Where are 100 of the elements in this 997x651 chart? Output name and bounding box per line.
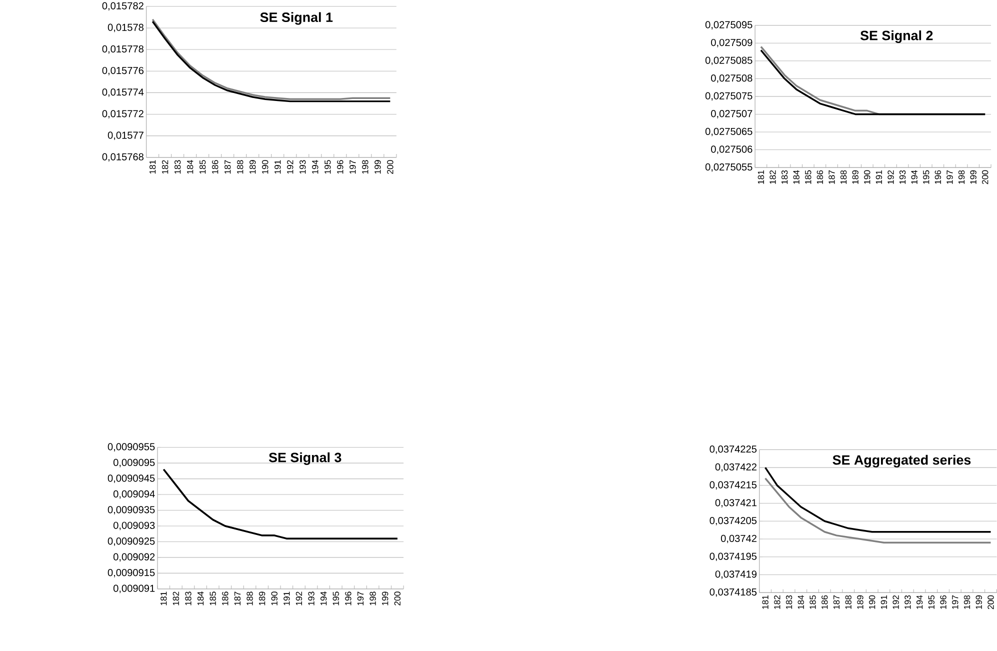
x-tick-label: 191	[284, 592, 290, 606]
y-tick-label: 0,01578	[108, 24, 144, 32]
x-tick-label: 190	[262, 160, 268, 174]
x-tick-label: 198	[958, 170, 965, 184]
x-tick-label: 198	[370, 592, 376, 606]
y-tick-label: 0,0374215	[710, 481, 757, 490]
x-tick-label: 195	[923, 170, 930, 184]
x-tick-label: 196	[934, 170, 942, 184]
y-tick-label: 0,01577	[108, 132, 144, 140]
x-tick-label: 183	[174, 160, 181, 174]
y-tick-label: 0,037422	[715, 463, 756, 472]
x-tick-label: 192	[296, 592, 302, 606]
y-tick-label: 0,009093	[113, 522, 155, 530]
y-tick-label: 0,027507	[711, 110, 752, 118]
y-tick-label: 0,015776	[102, 66, 144, 76]
x-tick-label: 181	[758, 170, 764, 184]
x-tick-label: 198	[362, 160, 368, 174]
x-tick-label: 192	[287, 160, 294, 174]
y-tick-label: 0,0090945	[108, 474, 155, 483]
y-tick-label: 0,0275085	[705, 56, 752, 65]
x-tick-label: 183	[781, 170, 788, 184]
x-tick-label: 186	[816, 170, 824, 184]
x-tick-label: 189	[250, 160, 256, 174]
x-tick-label: 191	[880, 595, 888, 609]
x-tick-label: 188	[845, 595, 852, 609]
x-tick-label: 194	[312, 160, 318, 174]
y-tick-label: 0,0275065	[705, 128, 752, 136]
x-tick-label: 196	[337, 160, 344, 174]
x-tick-label: 197	[350, 160, 356, 174]
x-tick-label: 195	[332, 592, 339, 606]
x-tick-label: 186	[212, 160, 218, 174]
y-tick-label: 0,0374185	[710, 588, 757, 597]
x-tick-label: 182	[162, 160, 168, 174]
x-tick-label: 190	[864, 170, 870, 184]
x-tick-label: 185	[805, 170, 812, 184]
x-tick-label: 187	[234, 592, 241, 606]
x-tick-label: 185	[210, 592, 216, 606]
y-tick-label: 0,015782	[102, 2, 144, 10]
x-tick-label: 191	[876, 170, 882, 184]
y-tick-label: 0,009092	[113, 553, 155, 562]
y-tick-label: 0,027506	[711, 146, 752, 154]
chart-title: SE Signal 2	[860, 30, 933, 43]
x-tick-label: 195	[928, 595, 934, 609]
y-tick-label: 0,0374205	[710, 516, 757, 526]
x-tick-label: 185	[810, 595, 816, 609]
y-tick-label: 0,0090955	[108, 443, 155, 452]
x-tick-label: 194	[320, 591, 327, 606]
y-tick-label: 0,0374225	[710, 445, 757, 454]
x-tick-label: 183	[786, 595, 792, 609]
x-tick-label: 194	[911, 170, 918, 184]
x-tick-label: 188	[237, 160, 244, 174]
y-tick-label: 0,015768	[102, 153, 144, 162]
x-tick-label: 199	[970, 170, 976, 184]
y-tick-label: 0,0090915	[108, 568, 155, 578]
x-tick-label: 199	[374, 160, 381, 174]
x-tick-label: 182	[770, 170, 776, 184]
x-tick-label: 184	[798, 595, 804, 609]
y-tick-label: 0,009094	[113, 490, 155, 499]
x-tick-label: 181	[149, 160, 156, 174]
x-tick-label: 189	[258, 592, 266, 606]
y-tick-label: 0,027509	[711, 38, 752, 48]
x-tick-label: 189	[852, 170, 858, 184]
y-tick-label: 0,0275095	[705, 21, 752, 30]
y-tick-label: 0,037419	[715, 570, 757, 579]
y-tick-label: 0,015778	[102, 45, 144, 54]
x-tick-label: 183	[185, 592, 192, 606]
x-tick-label: 193	[308, 592, 314, 606]
x-tick-label: 188	[840, 170, 847, 184]
x-tick-label: 193	[300, 160, 306, 174]
x-tick-label: 186	[822, 595, 828, 609]
x-tick-label: 199	[382, 592, 388, 606]
x-tick-label: 193	[904, 595, 911, 609]
y-tick-label: 0,03742	[720, 534, 756, 544]
x-tick-label: 200	[982, 170, 988, 184]
x-tick-label: 200	[988, 595, 994, 610]
x-tick-label: 194	[916, 595, 923, 609]
x-tick-label: 200	[394, 592, 400, 606]
x-tick-label: 200	[387, 160, 394, 174]
y-tick-label: 0,0275075	[705, 92, 752, 101]
chart-title: SE Signal 3	[268, 452, 342, 465]
y-tick-label: 0,027508	[711, 74, 752, 83]
x-tick-label: 197	[946, 170, 953, 184]
x-tick-label: 192	[892, 595, 899, 609]
y-tick-label: 0,0275055	[705, 163, 752, 172]
x-tick-label: 195	[324, 160, 331, 174]
x-tick-label: 187	[828, 170, 835, 184]
x-tick-label: 187	[833, 595, 840, 609]
x-tick-label: 186	[222, 592, 228, 606]
x-tick-label: 199	[976, 595, 982, 609]
y-tick-label: 0,037421	[715, 499, 756, 508]
x-tick-label: 181	[762, 595, 768, 609]
chart-title: SE Aggregated series	[832, 454, 971, 468]
chart-title: SE Signal 1	[260, 12, 333, 25]
x-tick-label: 190	[271, 592, 278, 606]
x-tick-label: 184	[187, 160, 194, 174]
y-tick-label: 0,0090925	[108, 537, 155, 546]
x-tick-label: 192	[888, 170, 894, 184]
x-tick-label: 182	[172, 592, 180, 606]
x-tick-label: 189	[857, 595, 864, 609]
x-tick-label: 184	[197, 591, 204, 606]
